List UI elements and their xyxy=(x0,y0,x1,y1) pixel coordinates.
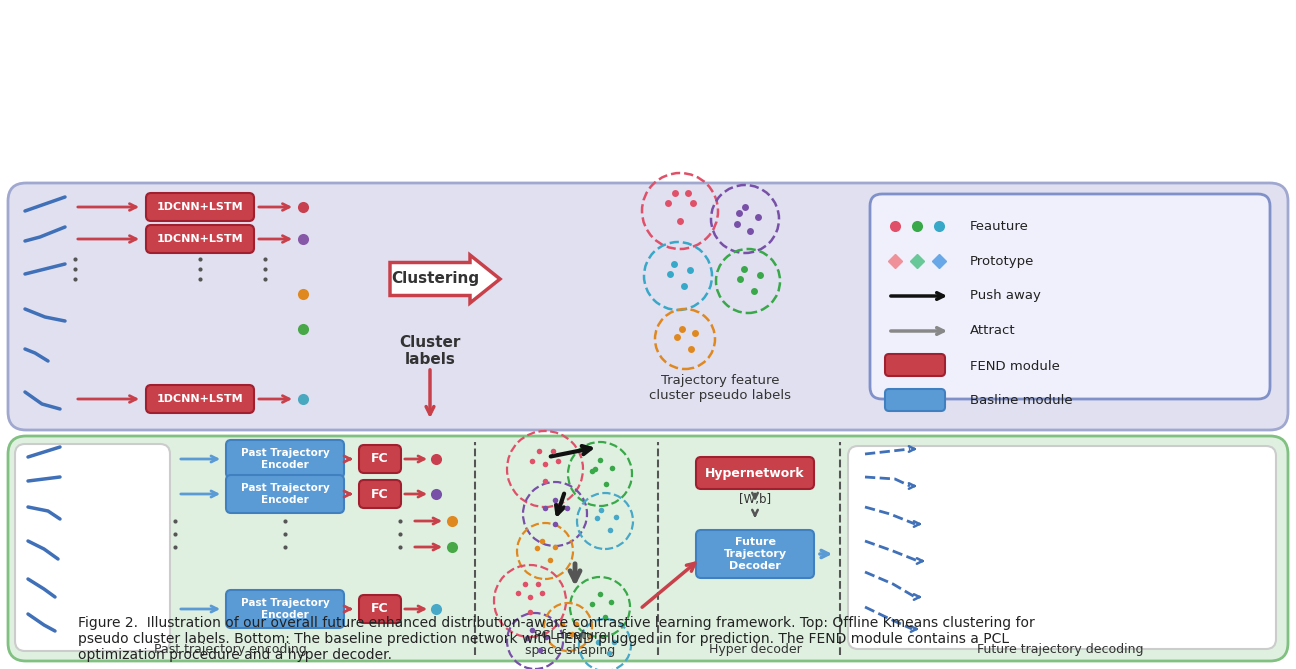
Text: PCL feature
space shaping: PCL feature space shaping xyxy=(525,629,616,657)
FancyBboxPatch shape xyxy=(848,446,1277,649)
FancyBboxPatch shape xyxy=(359,480,400,508)
FancyBboxPatch shape xyxy=(8,183,1288,430)
FancyBboxPatch shape xyxy=(696,530,814,578)
Text: FC: FC xyxy=(371,488,389,500)
FancyBboxPatch shape xyxy=(359,595,400,623)
Text: Cluster
labels: Cluster labels xyxy=(399,334,460,367)
Text: Future trajectory decoding: Future trajectory decoding xyxy=(977,643,1143,656)
Text: Feauture: Feauture xyxy=(969,219,1029,233)
Text: Past Trajectory
Encoder: Past Trajectory Encoder xyxy=(241,448,329,470)
Text: Prototype: Prototype xyxy=(969,254,1034,268)
Text: FC: FC xyxy=(371,452,389,466)
Text: Figure 2.  Illustration of our overall future enhanced distribution-aware contra: Figure 2. Illustration of our overall fu… xyxy=(78,616,1034,662)
FancyBboxPatch shape xyxy=(870,194,1270,399)
Text: Attract: Attract xyxy=(969,324,1016,337)
FancyArrow shape xyxy=(390,255,500,303)
FancyBboxPatch shape xyxy=(885,354,945,376)
Text: Past trajectory encoding: Past trajectory encoding xyxy=(154,643,306,656)
Text: Clustering: Clustering xyxy=(391,272,480,286)
Text: Push away: Push away xyxy=(969,290,1041,302)
Text: FEND module: FEND module xyxy=(969,359,1060,373)
Text: Hypernetwork: Hypernetwork xyxy=(705,466,805,480)
FancyBboxPatch shape xyxy=(226,475,343,513)
FancyBboxPatch shape xyxy=(359,445,400,473)
Text: 1DCNN+LSTM: 1DCNN+LSTM xyxy=(157,234,244,244)
FancyBboxPatch shape xyxy=(885,389,945,411)
FancyBboxPatch shape xyxy=(16,444,170,651)
FancyBboxPatch shape xyxy=(226,590,343,628)
FancyBboxPatch shape xyxy=(146,193,254,221)
FancyBboxPatch shape xyxy=(226,440,343,478)
Text: Past Trajectory
Encoder: Past Trajectory Encoder xyxy=(241,483,329,505)
Text: Future
Trajectory
Decoder: Future Trajectory Decoder xyxy=(723,537,787,571)
Text: Past Trajectory
Encoder: Past Trajectory Encoder xyxy=(241,598,329,619)
Text: Basline module: Basline module xyxy=(969,395,1073,407)
Text: Hyper decoder: Hyper decoder xyxy=(709,643,801,656)
FancyBboxPatch shape xyxy=(146,385,254,413)
Text: Trajectory feature
cluster pseudo labels: Trajectory feature cluster pseudo labels xyxy=(649,374,791,402)
Text: 1DCNN+LSTM: 1DCNN+LSTM xyxy=(157,202,244,212)
FancyBboxPatch shape xyxy=(696,457,814,489)
FancyBboxPatch shape xyxy=(8,436,1288,661)
Text: FC: FC xyxy=(371,603,389,615)
Text: [W,b]: [W,b] xyxy=(739,492,771,506)
FancyBboxPatch shape xyxy=(146,225,254,253)
Text: 1DCNN+LSTM: 1DCNN+LSTM xyxy=(157,394,244,404)
